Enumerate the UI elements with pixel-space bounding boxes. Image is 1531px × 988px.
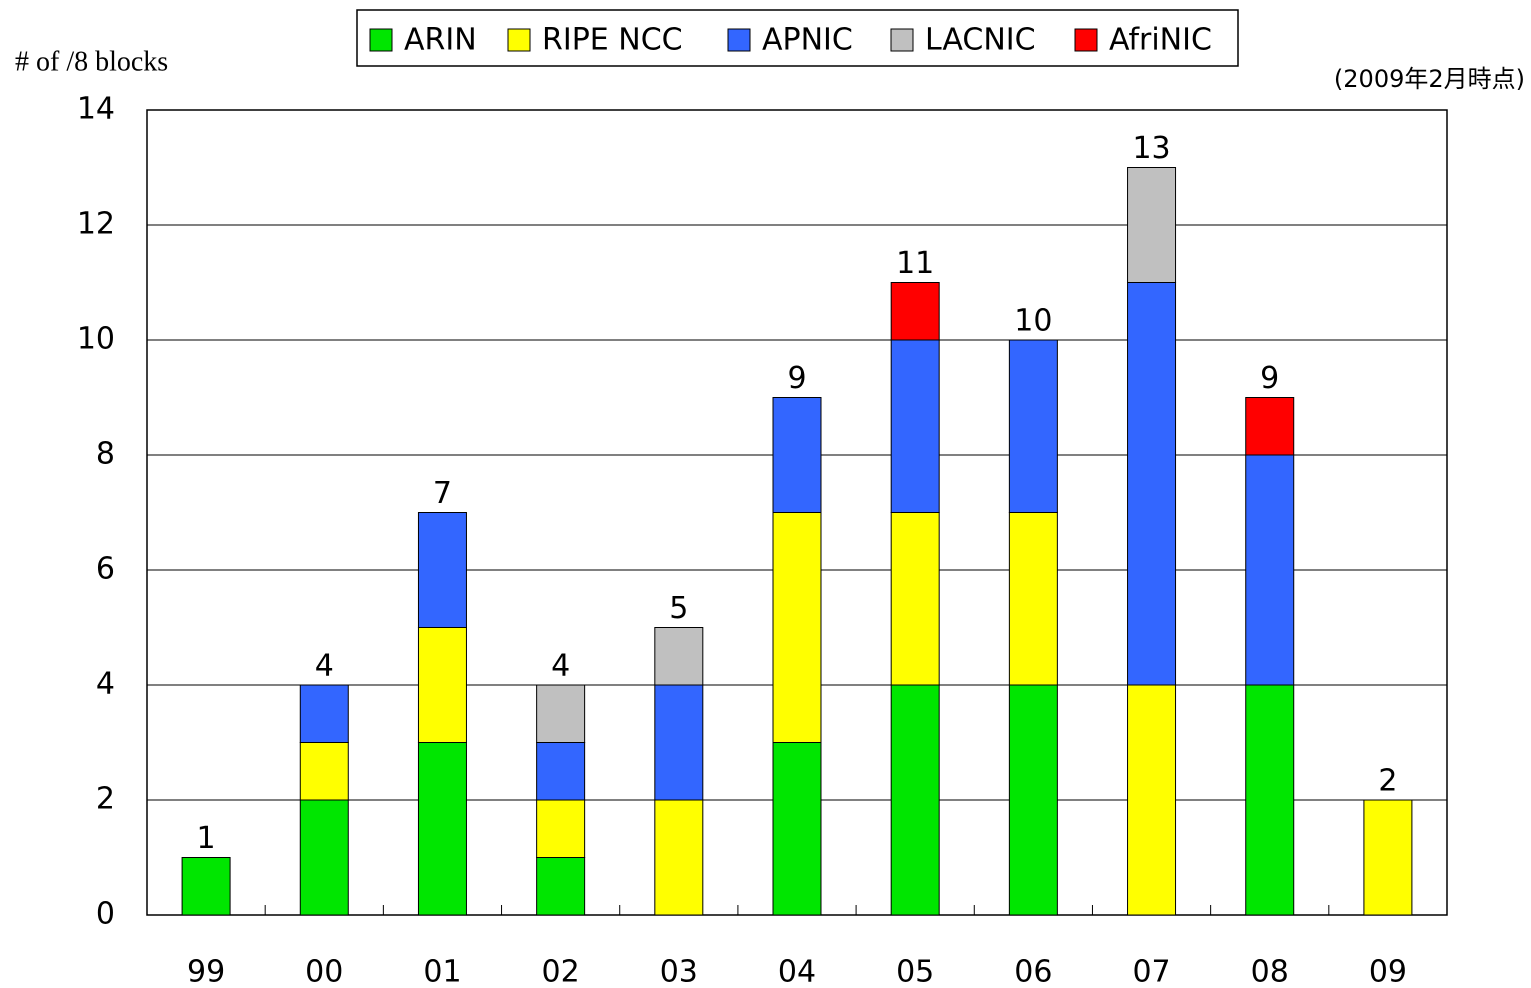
bar-segment xyxy=(1363,799,1413,916)
x-tick-label: 01 xyxy=(423,955,461,988)
bar-segment xyxy=(536,742,586,801)
bar-segment xyxy=(1245,454,1295,686)
total-label: 7 xyxy=(433,476,452,511)
bar-segment xyxy=(1008,684,1058,916)
bar-segment xyxy=(772,397,822,513)
bar-segment xyxy=(1245,684,1295,916)
bar-segment xyxy=(299,742,349,801)
y-axis-label: # of /8 blocks xyxy=(15,46,168,77)
x-tick-label: 99 xyxy=(187,955,225,988)
legend-label: RIPE NCC xyxy=(542,23,683,58)
total-label: 10 xyxy=(1014,304,1052,339)
y-tick-label: 2 xyxy=(96,782,115,817)
bar-segment xyxy=(772,742,822,916)
bar-segment xyxy=(1127,282,1177,686)
x-tick-label: 02 xyxy=(542,955,580,988)
y-tick-label: 8 xyxy=(96,437,115,472)
total-label: 9 xyxy=(1260,361,1279,396)
bar-segment xyxy=(772,512,822,743)
y-tick-label: 6 xyxy=(96,552,115,587)
legend-swatch xyxy=(369,28,393,52)
total-label: 2 xyxy=(1378,764,1397,799)
y-tick-label: 14 xyxy=(77,92,115,127)
bar-segment xyxy=(417,627,467,743)
bar-segment xyxy=(536,799,586,858)
y-tick-label: 10 xyxy=(77,322,115,357)
x-tick-label: 05 xyxy=(896,955,934,988)
x-tick-label: 03 xyxy=(660,955,698,988)
x-tick-label: 00 xyxy=(305,955,343,988)
bar-segment xyxy=(536,857,586,916)
legend-label: ARIN xyxy=(404,23,477,58)
bar-segment xyxy=(654,799,704,916)
total-label: 5 xyxy=(669,591,688,626)
bar-segment xyxy=(890,684,940,916)
bar-segment xyxy=(299,684,349,743)
total-label: 13 xyxy=(1132,131,1170,166)
bar-segment xyxy=(417,512,467,628)
bar-segment xyxy=(417,742,467,916)
legend-label: APNIC xyxy=(762,23,853,58)
x-tick-label: 04 xyxy=(778,955,816,988)
x-tick-label: 06 xyxy=(1014,955,1052,988)
legend-swatch xyxy=(890,28,914,52)
legend-label: AfriNIC xyxy=(1109,23,1212,58)
total-label: 4 xyxy=(551,649,570,684)
bar-segment xyxy=(1245,397,1295,456)
x-tick-label: 09 xyxy=(1369,955,1407,988)
legend-swatch xyxy=(727,28,751,52)
x-tick-label: 08 xyxy=(1251,955,1289,988)
y-tick-label: 12 xyxy=(77,207,115,242)
legend-label: LACNIC xyxy=(925,23,1036,58)
x-tick-label: 07 xyxy=(1132,955,1170,988)
bar-segment xyxy=(1127,167,1177,283)
bar-segment xyxy=(890,512,940,686)
y-tick-label: 0 xyxy=(96,897,115,932)
bar-segment xyxy=(299,799,349,916)
total-label: 11 xyxy=(896,246,934,281)
bar-segment xyxy=(654,627,704,686)
bar-segment xyxy=(181,857,231,916)
y-tick-label: 4 xyxy=(96,667,115,702)
note: (2009年2月時点) xyxy=(1334,65,1525,93)
bar-segment xyxy=(890,282,940,341)
bar-segment xyxy=(654,684,704,801)
legend-swatch xyxy=(1074,28,1098,52)
bar-segment xyxy=(1008,339,1058,513)
total-label: 4 xyxy=(315,649,334,684)
total-label: 9 xyxy=(787,361,806,396)
bar-segment xyxy=(536,684,586,743)
total-label: 1 xyxy=(197,821,216,856)
bar-segment xyxy=(1127,684,1177,916)
bar-segment xyxy=(890,339,940,513)
bar-segment xyxy=(1008,512,1058,686)
legend-swatch xyxy=(507,28,531,52)
